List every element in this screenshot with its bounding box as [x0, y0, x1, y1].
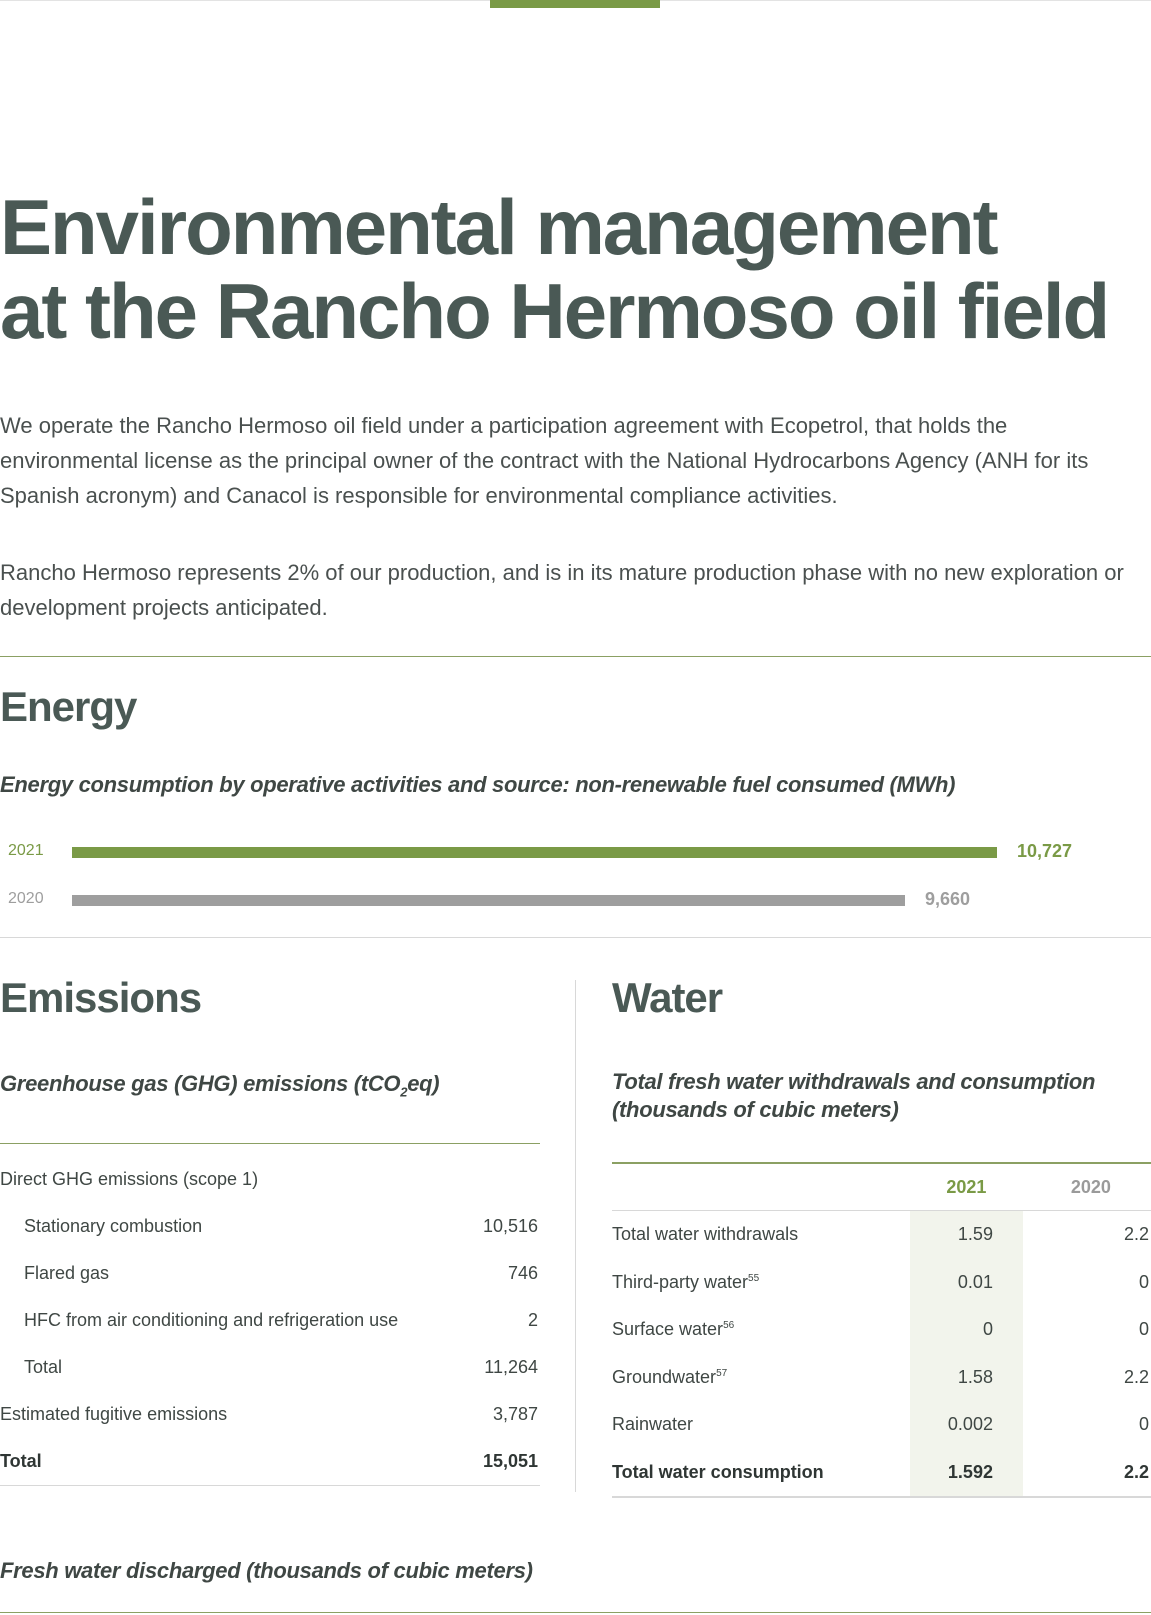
ghg-emissions-table: Direct GHG emissions (scope 1) Stationar…: [0, 1156, 540, 1486]
header-blank: [612, 1162, 910, 1211]
top-accent-bar: [490, 0, 660, 8]
row-label: Total water consumption: [612, 1448, 910, 1498]
bar-2020: [72, 895, 905, 906]
ghg-table-top-rule: [0, 1143, 540, 1144]
value-2020: 2.2: [1123, 1366, 1149, 1387]
page-title-line-1: Environmental management: [0, 183, 999, 271]
energy-chart-title: Energy consumption by operative activiti…: [0, 772, 956, 797]
water-table-title: Total fresh water withdrawals and consum…: [612, 1068, 1096, 1124]
footnote-marker: 56: [723, 1320, 735, 1332]
row-label-text: Groundwater: [612, 1366, 717, 1387]
cell-gap: [1022, 1448, 1031, 1498]
table-row: Third-party water55 0.01 0: [612, 1258, 1151, 1307]
ghg-title-suffix: eq): [407, 1071, 440, 1096]
bar-value-label: 9,660: [925, 889, 971, 909]
water-title-line-1: Total fresh water withdrawals and consum…: [612, 1069, 1096, 1094]
intro-paragraph-2: Rancho Hermoso represents 2% of our prod…: [0, 560, 1124, 620]
value-2021: 1.58: [909, 1353, 1023, 1401]
row-label: Estimated fugitive emissions: [0, 1404, 228, 1424]
table-header-row: 2021 2020: [612, 1162, 1151, 1211]
cell-gap: [1023, 1259, 1031, 1307]
energy-bottom-rule: [0, 937, 1151, 938]
row-label: Total: [24, 1357, 63, 1377]
row-label: Surface water56: [612, 1306, 910, 1354]
table-row: Stationary combustion 10,516: [0, 1203, 540, 1250]
row-label: Total: [0, 1438, 473, 1486]
row-label: Total water withdrawals: [612, 1211, 910, 1259]
section-divider: [0, 656, 1151, 657]
value-2020: 0: [1138, 1414, 1149, 1435]
table-row: Direct GHG emissions (scope 1): [0, 1156, 540, 1203]
row-value: 11,264: [484, 1357, 538, 1377]
value-2020: 0: [1138, 1319, 1149, 1340]
footnote-marker: 55: [748, 1272, 760, 1284]
cell-gap: [1023, 1354, 1031, 1402]
row-label: Groundwater57: [612, 1354, 910, 1402]
cell-gap: [1023, 1211, 1031, 1259]
table-total-row: Total water consumption 1.592 2.2: [612, 1448, 1151, 1498]
row-value: [472, 1156, 540, 1203]
header-gap: [1022, 1162, 1031, 1211]
value-2021: 0.002: [909, 1401, 1023, 1449]
bar-category-label: 2021: [8, 842, 44, 859]
table-total-row: Total 15,051: [0, 1438, 540, 1486]
table-row: Groundwater57 1.58 2.2: [612, 1353, 1151, 1402]
water-heading: Water: [612, 974, 723, 1021]
value-2021: 1.592: [909, 1448, 1023, 1498]
ghg-title-subscript: 2: [400, 1084, 408, 1100]
column-divider: [575, 980, 576, 1492]
ghg-table-title: Greenhouse gas (GHG) emissions (tCO2eq): [0, 1070, 440, 1100]
cell-gap: [1023, 1306, 1031, 1354]
row-label: Rainwater: [612, 1401, 910, 1449]
ghg-title-prefix: Greenhouse gas (GHG) emissions (tCO: [0, 1071, 401, 1096]
table-row: HFC from air conditioning and refrigerat…: [0, 1297, 540, 1344]
value-2020: 2.2: [1030, 1448, 1151, 1498]
water-table: 2021 2020 Total water withdrawals 1.59 2…: [612, 1162, 1151, 1498]
value-2021: 1.59: [909, 1210, 1023, 1259]
bar-2021: [72, 847, 997, 858]
page-title-line-2: at the Rancho Hermoso oil field: [0, 267, 1110, 355]
cell-gap: [1023, 1401, 1031, 1449]
row-label: Third-party water55: [612, 1259, 910, 1307]
row-label-text: Total water consumption: [612, 1461, 824, 1482]
row-label: Flared gas: [24, 1263, 110, 1283]
discharge-title: Fresh water discharged (thousands of cub…: [0, 1558, 533, 1583]
table-row: Flared gas 746: [0, 1250, 540, 1297]
row-label-text: Surface water: [612, 1319, 724, 1340]
row-label: HFC from air conditioning and refrigerat…: [24, 1310, 399, 1330]
value-2021: 0.01: [909, 1258, 1023, 1306]
row-label: Stationary combustion: [24, 1216, 203, 1236]
bar-category-label: 2020: [8, 890, 44, 907]
table-row: Surface water56 0 0: [612, 1306, 1151, 1354]
energy-heading: Energy: [0, 683, 137, 730]
discharge-table-top-rule: [0, 1612, 1151, 1613]
value-2020: 0: [1138, 1271, 1149, 1292]
emissions-heading: Emissions: [0, 974, 202, 1021]
value-2021: 0: [909, 1306, 1023, 1354]
column-header-2021: 2021: [909, 1162, 1023, 1211]
water-title-line-2: (thousands of cubic meters): [612, 1097, 899, 1122]
table-row: Estimated fugitive emissions 3,787: [0, 1391, 540, 1438]
row-value: 2: [527, 1310, 538, 1330]
row-label: Direct GHG emissions (scope 1): [0, 1169, 259, 1189]
row-label-text: Third-party water: [612, 1271, 749, 1292]
row-value: 746: [507, 1263, 538, 1283]
table-row: Rainwater 0.002 0: [612, 1401, 1151, 1449]
row-value: 10,516: [482, 1216, 538, 1236]
table-row: Total 11,264: [0, 1344, 540, 1391]
table-row: Total water withdrawals 1.59 2.2: [612, 1210, 1151, 1259]
value-2020: 2.2: [1123, 1224, 1149, 1245]
page-title: Environmental management at the Rancho H…: [0, 185, 1140, 353]
row-label-text: Rainwater: [612, 1414, 694, 1435]
column-header-2020: 2020: [1030, 1162, 1151, 1211]
row-value: 15,051: [472, 1438, 540, 1486]
row-value: 3,787: [492, 1404, 538, 1424]
row-label-text: Total water withdrawals: [612, 1224, 799, 1245]
bar-value-label: 10,727: [1017, 841, 1073, 861]
intro-paragraph-1: We operate the Rancho Hermoso oil field …: [0, 413, 1089, 508]
footnote-marker: 57: [716, 1367, 728, 1379]
